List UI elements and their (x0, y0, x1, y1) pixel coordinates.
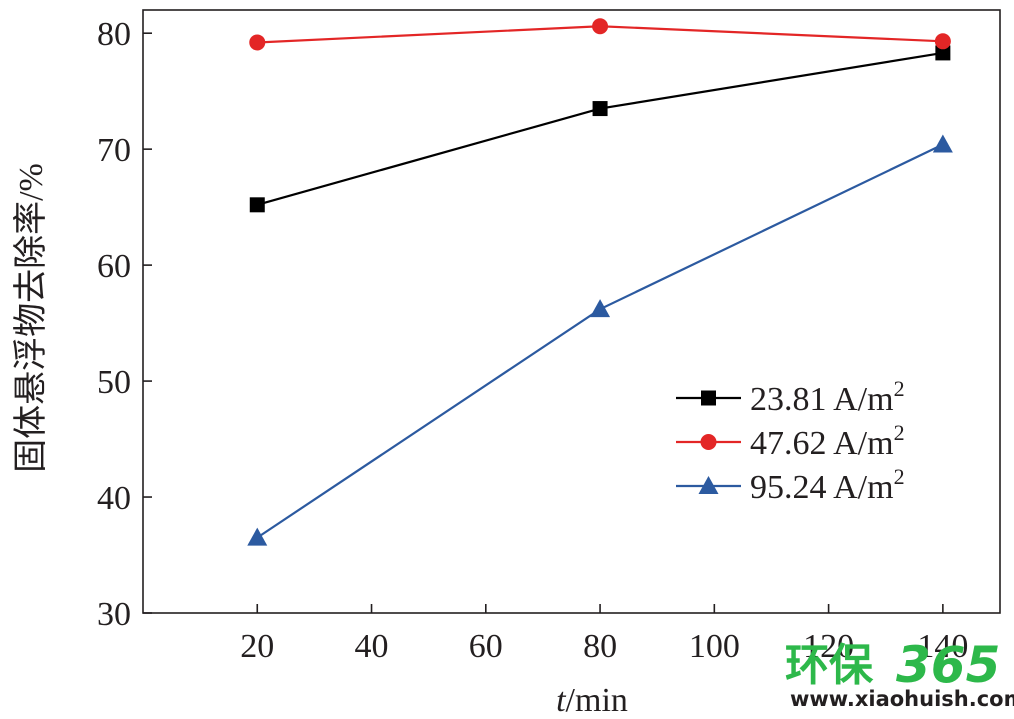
legend-marker (700, 434, 717, 450)
data-point (932, 134, 953, 153)
data-point (590, 299, 611, 318)
y-axis-title: 固体悬浮物去除率/% (12, 163, 50, 473)
watermark: 环保 365 www.xiaohuish.com (785, 636, 1014, 711)
legend-item: 47.62 A/m2 (676, 420, 905, 462)
data-point (592, 101, 608, 117)
x-axis-title-unit: /min (566, 682, 628, 719)
data-point (592, 18, 609, 35)
data-point (934, 33, 951, 50)
series-1 (249, 45, 951, 213)
y-tick-label: 80 (97, 16, 131, 53)
x-axis-title-variable: t (556, 682, 567, 719)
watermark-url: www.xiaohuish.com (790, 687, 1014, 711)
x-axis: 20 40 60 80 100 120 140 (240, 604, 968, 665)
series-line (256, 51, 944, 206)
y-tick-label: 70 (97, 132, 131, 169)
legend-marker (698, 476, 719, 494)
legend-label: 95.24 A/m2 (750, 464, 905, 506)
data-point (249, 34, 266, 51)
series-2 (249, 18, 951, 51)
x-axis-title: t/min (556, 682, 628, 719)
plot-area (142, 9, 1001, 614)
y-axis: 30 40 50 60 70 80 (97, 16, 152, 633)
y-tick-label: 60 (97, 248, 131, 285)
y-tick-label: 40 (97, 480, 131, 517)
x-tick-label: 80 (583, 628, 617, 665)
legend-item: 95.24 A/m2 (676, 464, 905, 506)
x-tick-label: 40 (355, 628, 389, 665)
series-layer (247, 18, 953, 546)
data-point (935, 45, 951, 61)
data-point (249, 197, 265, 213)
series-3 (247, 134, 953, 546)
legend-label: 23.81 A/m2 (750, 376, 905, 418)
data-point (247, 527, 268, 546)
legend-label: 47.62 A/m2 (750, 420, 905, 462)
legend-item: 23.81 A/m2 (676, 376, 905, 418)
watermark-number: 365 (896, 636, 1000, 694)
watermark-brand: 环保 (785, 640, 874, 691)
x-tick-label: 100 (689, 628, 740, 665)
x-tick-label: 120 (803, 628, 854, 665)
plot-frame (142, 9, 1001, 614)
x-tick-label: 60 (469, 628, 503, 665)
x-tick-label: 140 (917, 628, 968, 665)
x-tick-label: 20 (240, 628, 274, 665)
legend-marker (701, 390, 716, 406)
y-tick-label: 30 (97, 596, 131, 633)
y-tick-label: 50 (97, 364, 131, 401)
